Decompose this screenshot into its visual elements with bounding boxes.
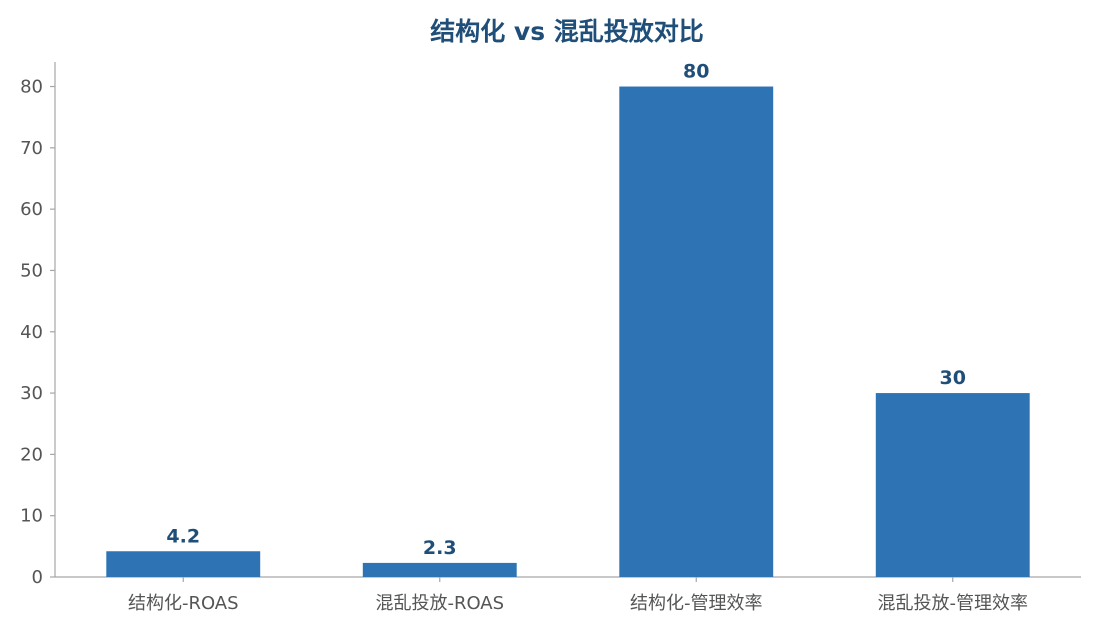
bar	[362, 562, 517, 577]
x-tick-label: 结构化-管理效率	[630, 593, 763, 614]
x-tick-label: 混乱投放-管理效率	[878, 593, 1029, 614]
bar-value-label: 30	[940, 367, 966, 389]
bar-value-label: 2.3	[423, 537, 457, 559]
y-tick-label: 60	[20, 199, 43, 220]
y-tick-label: 20	[20, 444, 43, 465]
chart-title: 结构化 vs 混乱投放对比	[430, 17, 704, 46]
bar	[875, 393, 1030, 577]
y-tick-label: 30	[20, 383, 43, 404]
y-tick-label: 80	[20, 77, 43, 98]
plot-area: 0 10 20 30 40 50 60 70 80 4.2 结构化-ROAS 2.3 混乱投放-ROAS…	[20, 61, 1081, 614]
y-tick-label: 50	[20, 260, 43, 281]
bar-value-label: 4.2	[166, 525, 200, 547]
bar	[619, 86, 774, 578]
x-tick-label: 结构化-ROAS	[128, 593, 239, 614]
y-tick-label: 70	[20, 138, 43, 159]
y-tick-label: 0	[32, 567, 43, 588]
bar-value-label: 80	[683, 61, 709, 83]
x-tick-label: 混乱投放-ROAS	[375, 593, 504, 614]
y-tick-label: 40	[20, 322, 43, 343]
y-tick-label: 10	[20, 506, 43, 527]
bar	[106, 551, 261, 577]
